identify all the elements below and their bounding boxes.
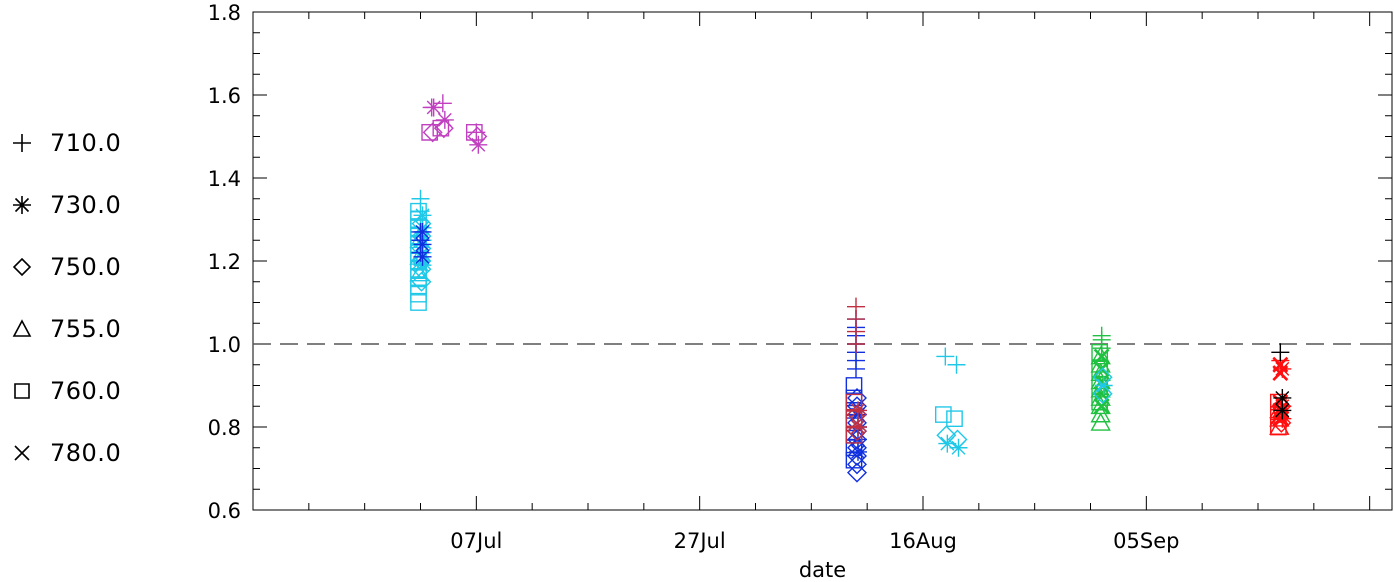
data-point-asterisk: [413, 206, 432, 225]
data-point-plus: [433, 94, 452, 113]
data-point-square: [410, 285, 427, 303]
data-point-asterisk: [1273, 388, 1292, 407]
data-point-diamond: [847, 454, 867, 475]
data-point-diamond: [411, 271, 432, 292]
data-point-diamond: [847, 404, 867, 425]
legend-item-710: 710.0: [8, 128, 121, 158]
data-point-asterisk: [849, 401, 867, 420]
data-point-plus: [1092, 326, 1111, 345]
data-point-diamond: [422, 122, 443, 143]
data-point-triangle: [409, 263, 430, 282]
y-tick-label: 0.8: [208, 416, 241, 440]
square-icon: [14, 383, 30, 399]
data-point-square: [946, 410, 963, 428]
legend-label: 750.0: [50, 253, 122, 281]
legend-item-780: 780.0: [8, 438, 121, 468]
y-tick-label: 1.6: [208, 84, 241, 108]
data-point-asterisk: [469, 135, 488, 154]
data-point-plus: [411, 189, 430, 208]
legend-item-755: 755.0: [8, 314, 121, 344]
data-point-plus: [947, 355, 966, 374]
data-point-asterisk: [413, 247, 432, 266]
data-point-square: [1091, 393, 1109, 411]
y-tick-label: 1.4: [208, 167, 241, 191]
data-point-square: [1091, 360, 1109, 378]
y-tick-label: 0.6: [208, 499, 241, 523]
legend-item-730: 730.0: [8, 190, 121, 220]
data-point-plus: [936, 347, 955, 366]
cross-icon: [14, 445, 30, 461]
data-point-asterisk: [435, 110, 454, 129]
legend-label: 760.0: [50, 377, 122, 405]
x-tick-label: 07Jul: [450, 529, 502, 553]
legend-label: 710.0: [50, 129, 122, 157]
data-point-asterisk: [1094, 376, 1113, 395]
data-point-plus: [1271, 343, 1290, 362]
legend-label: 780.0: [50, 439, 122, 467]
legend: 710.0 730.0 750.0 755.0 760.0 780.0: [0, 0, 180, 582]
legend-label: 755.0: [50, 315, 122, 343]
legend-item-760: 760.0: [8, 376, 121, 406]
data-point-diamond: [1271, 412, 1292, 433]
data-point-diamond: [467, 126, 488, 147]
data-point-square: [934, 406, 952, 423]
triangle-icon: [12, 319, 32, 337]
y-tick-label: 1.2: [208, 250, 241, 274]
x-axis-label: date: [799, 558, 846, 582]
data-point-asterisk: [849, 418, 867, 436]
data-point-cross: [1093, 398, 1110, 415]
asterisk-icon: [13, 196, 31, 214]
data-point-plus: [467, 123, 486, 142]
x-tick-label: 27Jul: [674, 529, 726, 553]
data-point-square: [410, 294, 427, 311]
data-point-asterisk: [413, 235, 432, 254]
data-point-diamond: [847, 421, 867, 442]
data-point-diamond: [411, 259, 432, 280]
data-point-asterisk: [1273, 401, 1292, 420]
data-point-asterisk: [938, 434, 957, 453]
data-point-asterisk: [949, 438, 968, 457]
data-point-square: [1091, 377, 1109, 394]
data-point-asterisk: [849, 442, 867, 461]
data-point-diamond: [847, 429, 867, 450]
y-tick-label: 1.0: [208, 333, 241, 357]
y-tick-label: 1.8: [208, 1, 241, 25]
data-point-plus: [422, 98, 441, 117]
legend-item-750: 750.0: [8, 252, 121, 282]
data-point-diamond: [847, 462, 867, 483]
data-point-asterisk: [1273, 359, 1292, 378]
data-point-plus: [847, 297, 865, 316]
x-tick-label: 16Aug: [889, 529, 957, 553]
legend-label: 730.0: [50, 191, 122, 219]
diamond-icon: [12, 257, 32, 277]
data-point-square: [1091, 343, 1109, 361]
data-point-triangle: [1090, 346, 1111, 365]
data-point-diamond: [411, 213, 432, 234]
data-point-asterisk: [413, 222, 432, 241]
x-tick-label: 05Sep: [1113, 529, 1179, 553]
plus-icon: [13, 134, 31, 152]
